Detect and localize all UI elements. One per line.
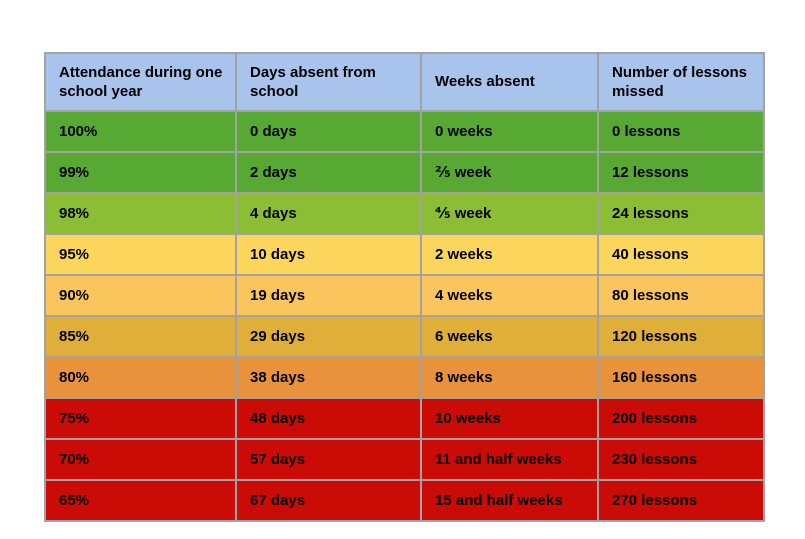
table-row: 80% 38 days 8 weeks 160 lessons xyxy=(44,356,765,399)
table-row: 98% 4 days ⅘ week 24 lessons xyxy=(44,192,765,235)
table-body: 100% 0 days 0 weeks 0 lessons 99% 2 days… xyxy=(44,110,765,522)
cell-attendance: 100% xyxy=(44,110,237,153)
table-row: 95% 10 days 2 weeks 40 lessons xyxy=(44,233,765,276)
cell-days: 2 days xyxy=(235,151,422,194)
cell-days: 10 days xyxy=(235,233,422,276)
table-row: 65% 67 days 15 and half weeks 270 lesson… xyxy=(44,479,765,522)
table-row: 70% 57 days 11 and half weeks 230 lesson… xyxy=(44,438,765,481)
table-row: 75% 48 days 10 weeks 200 lessons xyxy=(44,397,765,440)
table-header: Attendance during one school year Days a… xyxy=(44,52,765,112)
cell-attendance: 98% xyxy=(44,192,237,235)
table-row: 90% 19 days 4 weeks 80 lessons xyxy=(44,274,765,317)
cell-lessons: 24 lessons xyxy=(597,192,765,235)
cell-lessons: 270 lessons xyxy=(597,479,765,522)
cell-days: 57 days xyxy=(235,438,422,481)
column-header-attendance: Attendance during one school year xyxy=(44,52,237,112)
cell-weeks: 2 weeks xyxy=(420,233,599,276)
cell-lessons: 120 lessons xyxy=(597,315,765,358)
cell-attendance: 80% xyxy=(44,356,237,399)
column-header-lessons-missed: Number of lessons missed xyxy=(597,52,765,112)
cell-weeks: ⅖ week xyxy=(420,151,599,194)
cell-lessons: 80 lessons xyxy=(597,274,765,317)
header-row: Attendance during one school year Days a… xyxy=(44,52,765,112)
cell-attendance: 99% xyxy=(44,151,237,194)
cell-days: 67 days xyxy=(235,479,422,522)
cell-lessons: 12 lessons xyxy=(597,151,765,194)
cell-days: 29 days xyxy=(235,315,422,358)
cell-lessons: 230 lessons xyxy=(597,438,765,481)
attendance-table: Attendance during one school year Days a… xyxy=(44,52,765,522)
cell-weeks: 15 and half weeks xyxy=(420,479,599,522)
cell-lessons: 0 lessons xyxy=(597,110,765,153)
table-row: 100% 0 days 0 weeks 0 lessons xyxy=(44,110,765,153)
cell-weeks: ⅘ week xyxy=(420,192,599,235)
cell-attendance: 75% xyxy=(44,397,237,440)
cell-attendance: 65% xyxy=(44,479,237,522)
cell-days: 0 days xyxy=(235,110,422,153)
cell-lessons: 40 lessons xyxy=(597,233,765,276)
cell-days: 19 days xyxy=(235,274,422,317)
table-row: 85% 29 days 6 weeks 120 lessons xyxy=(44,315,765,358)
cell-weeks: 6 weeks xyxy=(420,315,599,358)
cell-days: 38 days xyxy=(235,356,422,399)
cell-days: 48 days xyxy=(235,397,422,440)
cell-weeks: 8 weeks xyxy=(420,356,599,399)
column-header-weeks-absent: Weeks absent xyxy=(420,52,599,112)
table-row: 99% 2 days ⅖ week 12 lessons xyxy=(44,151,765,194)
cell-attendance: 85% xyxy=(44,315,237,358)
cell-weeks: 0 weeks xyxy=(420,110,599,153)
cell-lessons: 160 lessons xyxy=(597,356,765,399)
cell-attendance: 95% xyxy=(44,233,237,276)
cell-attendance: 70% xyxy=(44,438,237,481)
cell-days: 4 days xyxy=(235,192,422,235)
cell-weeks: 11 and half weeks xyxy=(420,438,599,481)
column-header-days-absent: Days absent from school xyxy=(235,52,422,112)
cell-attendance: 90% xyxy=(44,274,237,317)
cell-weeks: 10 weeks xyxy=(420,397,599,440)
cell-lessons: 200 lessons xyxy=(597,397,765,440)
cell-weeks: 4 weeks xyxy=(420,274,599,317)
